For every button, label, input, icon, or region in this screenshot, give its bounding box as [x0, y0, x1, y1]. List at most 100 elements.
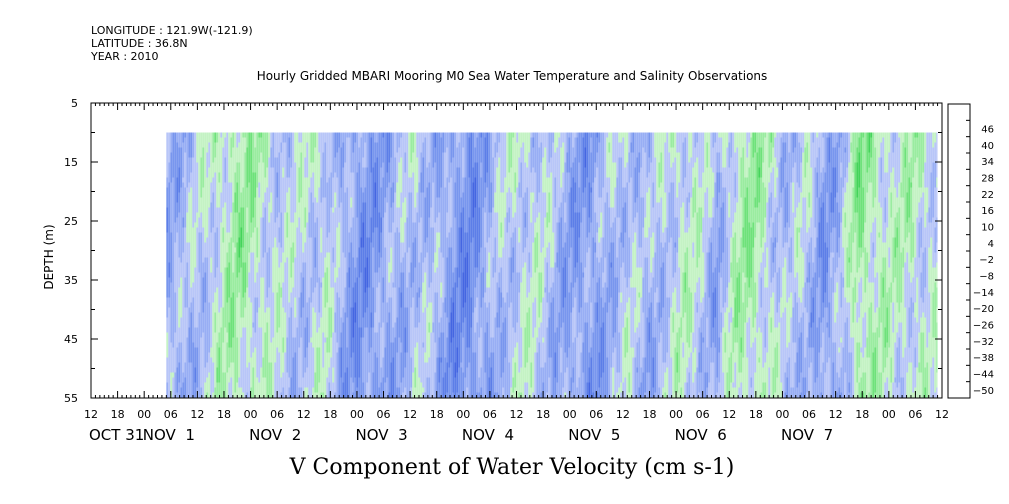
heatmap-cell: [254, 367, 257, 373]
heatmap-cell: [220, 287, 223, 293]
heatmap-cell: [276, 352, 279, 358]
heatmap-cell: [238, 277, 241, 283]
heatmap-cell: [346, 362, 349, 368]
heatmap-cell: [210, 257, 213, 263]
heatmap-cell: [276, 272, 279, 278]
heatmap-cell: [280, 282, 283, 288]
heatmap-cell: [288, 362, 291, 368]
heatmap-cell: [296, 192, 299, 198]
heatmap-cell: [298, 332, 301, 338]
heatmap-cell: [258, 277, 261, 283]
heatmap-cell: [302, 307, 305, 313]
heatmap-cell: [242, 187, 245, 193]
heatmap-cell: [298, 292, 301, 298]
heatmap-cell: [198, 277, 201, 283]
heatmap-cell: [206, 167, 209, 173]
heatmap-cell: [332, 252, 335, 258]
heatmap-cell: [342, 267, 345, 273]
heatmap-cell: [266, 192, 269, 198]
heatmap-cell: [248, 282, 251, 288]
heatmap-cell: [180, 357, 183, 363]
heatmap-cell: [200, 177, 203, 183]
heatmap-cell: [320, 297, 323, 303]
heatmap-cell: [316, 132, 319, 138]
heatmap-cell: [180, 347, 183, 353]
heatmap-cell: [346, 352, 349, 358]
heatmap-cell: [176, 137, 179, 143]
heatmap-cell: [282, 262, 285, 268]
heatmap-cell: [220, 177, 223, 183]
heatmap-cell: [244, 182, 247, 188]
heatmap-cell: [242, 382, 245, 388]
heatmap-cell: [302, 377, 305, 383]
heatmap-cell: [306, 232, 309, 238]
heatmap-cell: [304, 287, 307, 293]
heatmap-cell: [166, 237, 169, 243]
heatmap-cell: [198, 382, 201, 388]
heatmap-cell: [254, 137, 257, 143]
heatmap-cell: [172, 157, 175, 163]
heatmap-cell: [296, 267, 299, 273]
heatmap-cell: [334, 357, 337, 363]
heatmap-cell: [272, 147, 275, 153]
heatmap-cell: [304, 232, 307, 238]
heatmap-cell: [264, 307, 267, 313]
heatmap-cell: [208, 172, 211, 178]
heatmap-cell: [200, 377, 203, 383]
heatmap-cell: [280, 352, 283, 358]
heatmap-cell: [302, 157, 305, 163]
heatmap-cell: [332, 217, 335, 223]
heatmap-cell: [234, 237, 237, 243]
heatmap-cell: [300, 137, 303, 143]
heatmap-cell: [256, 192, 259, 198]
heatmap-cell: [170, 322, 173, 328]
heatmap-cell: [170, 147, 173, 153]
heatmap-cell: [248, 197, 251, 203]
heatmap-cell: [334, 172, 337, 178]
heatmap-cell: [258, 357, 261, 363]
heatmap-cell: [244, 242, 247, 248]
heatmap-cell: [190, 202, 193, 208]
heatmap-cell: [282, 192, 285, 198]
heatmap-cell: [180, 317, 183, 323]
heatmap-cell: [298, 287, 301, 293]
heatmap-cell: [192, 382, 195, 388]
heatmap-cell: [206, 367, 209, 373]
heatmap-cell: [314, 372, 317, 378]
heatmap-cell: [296, 162, 299, 168]
heatmap-cell: [344, 157, 347, 163]
heatmap-cell: [228, 267, 231, 273]
heatmap-cell: [258, 237, 261, 243]
heatmap-cell: [254, 242, 257, 248]
heatmap-cell: [200, 362, 203, 368]
heatmap-cell: [296, 382, 299, 388]
heatmap-cell: [232, 172, 235, 178]
heatmap-cell: [314, 317, 317, 323]
heatmap-cell: [296, 252, 299, 258]
heatmap-cell: [168, 377, 171, 383]
heatmap-cell: [270, 137, 273, 143]
heatmap-cell: [336, 372, 339, 378]
heatmap-cell: [176, 292, 179, 298]
heatmap-cell: [284, 262, 287, 268]
heatmap-cell: [250, 242, 253, 248]
heatmap-cell: [204, 352, 207, 358]
heatmap-cell: [190, 332, 193, 338]
heatmap-cell: [306, 237, 309, 243]
heatmap-cell: [262, 142, 265, 148]
heatmap-cell: [300, 287, 303, 293]
heatmap-cell: [292, 182, 295, 188]
heatmap-cell: [176, 342, 179, 348]
heatmap-cell: [244, 172, 247, 178]
heatmap-cell: [240, 277, 243, 283]
heatmap-cell: [214, 252, 217, 258]
heatmap-cell: [320, 337, 323, 343]
heatmap-cell: [278, 337, 281, 343]
heatmap-cell: [330, 257, 333, 263]
heatmap-cell: [344, 212, 347, 218]
heatmap-cell: [310, 292, 313, 298]
heatmap-cell: [242, 252, 245, 258]
heatmap-cell: [338, 252, 341, 258]
heatmap-cell: [302, 267, 305, 273]
heatmap-cell: [218, 332, 221, 338]
